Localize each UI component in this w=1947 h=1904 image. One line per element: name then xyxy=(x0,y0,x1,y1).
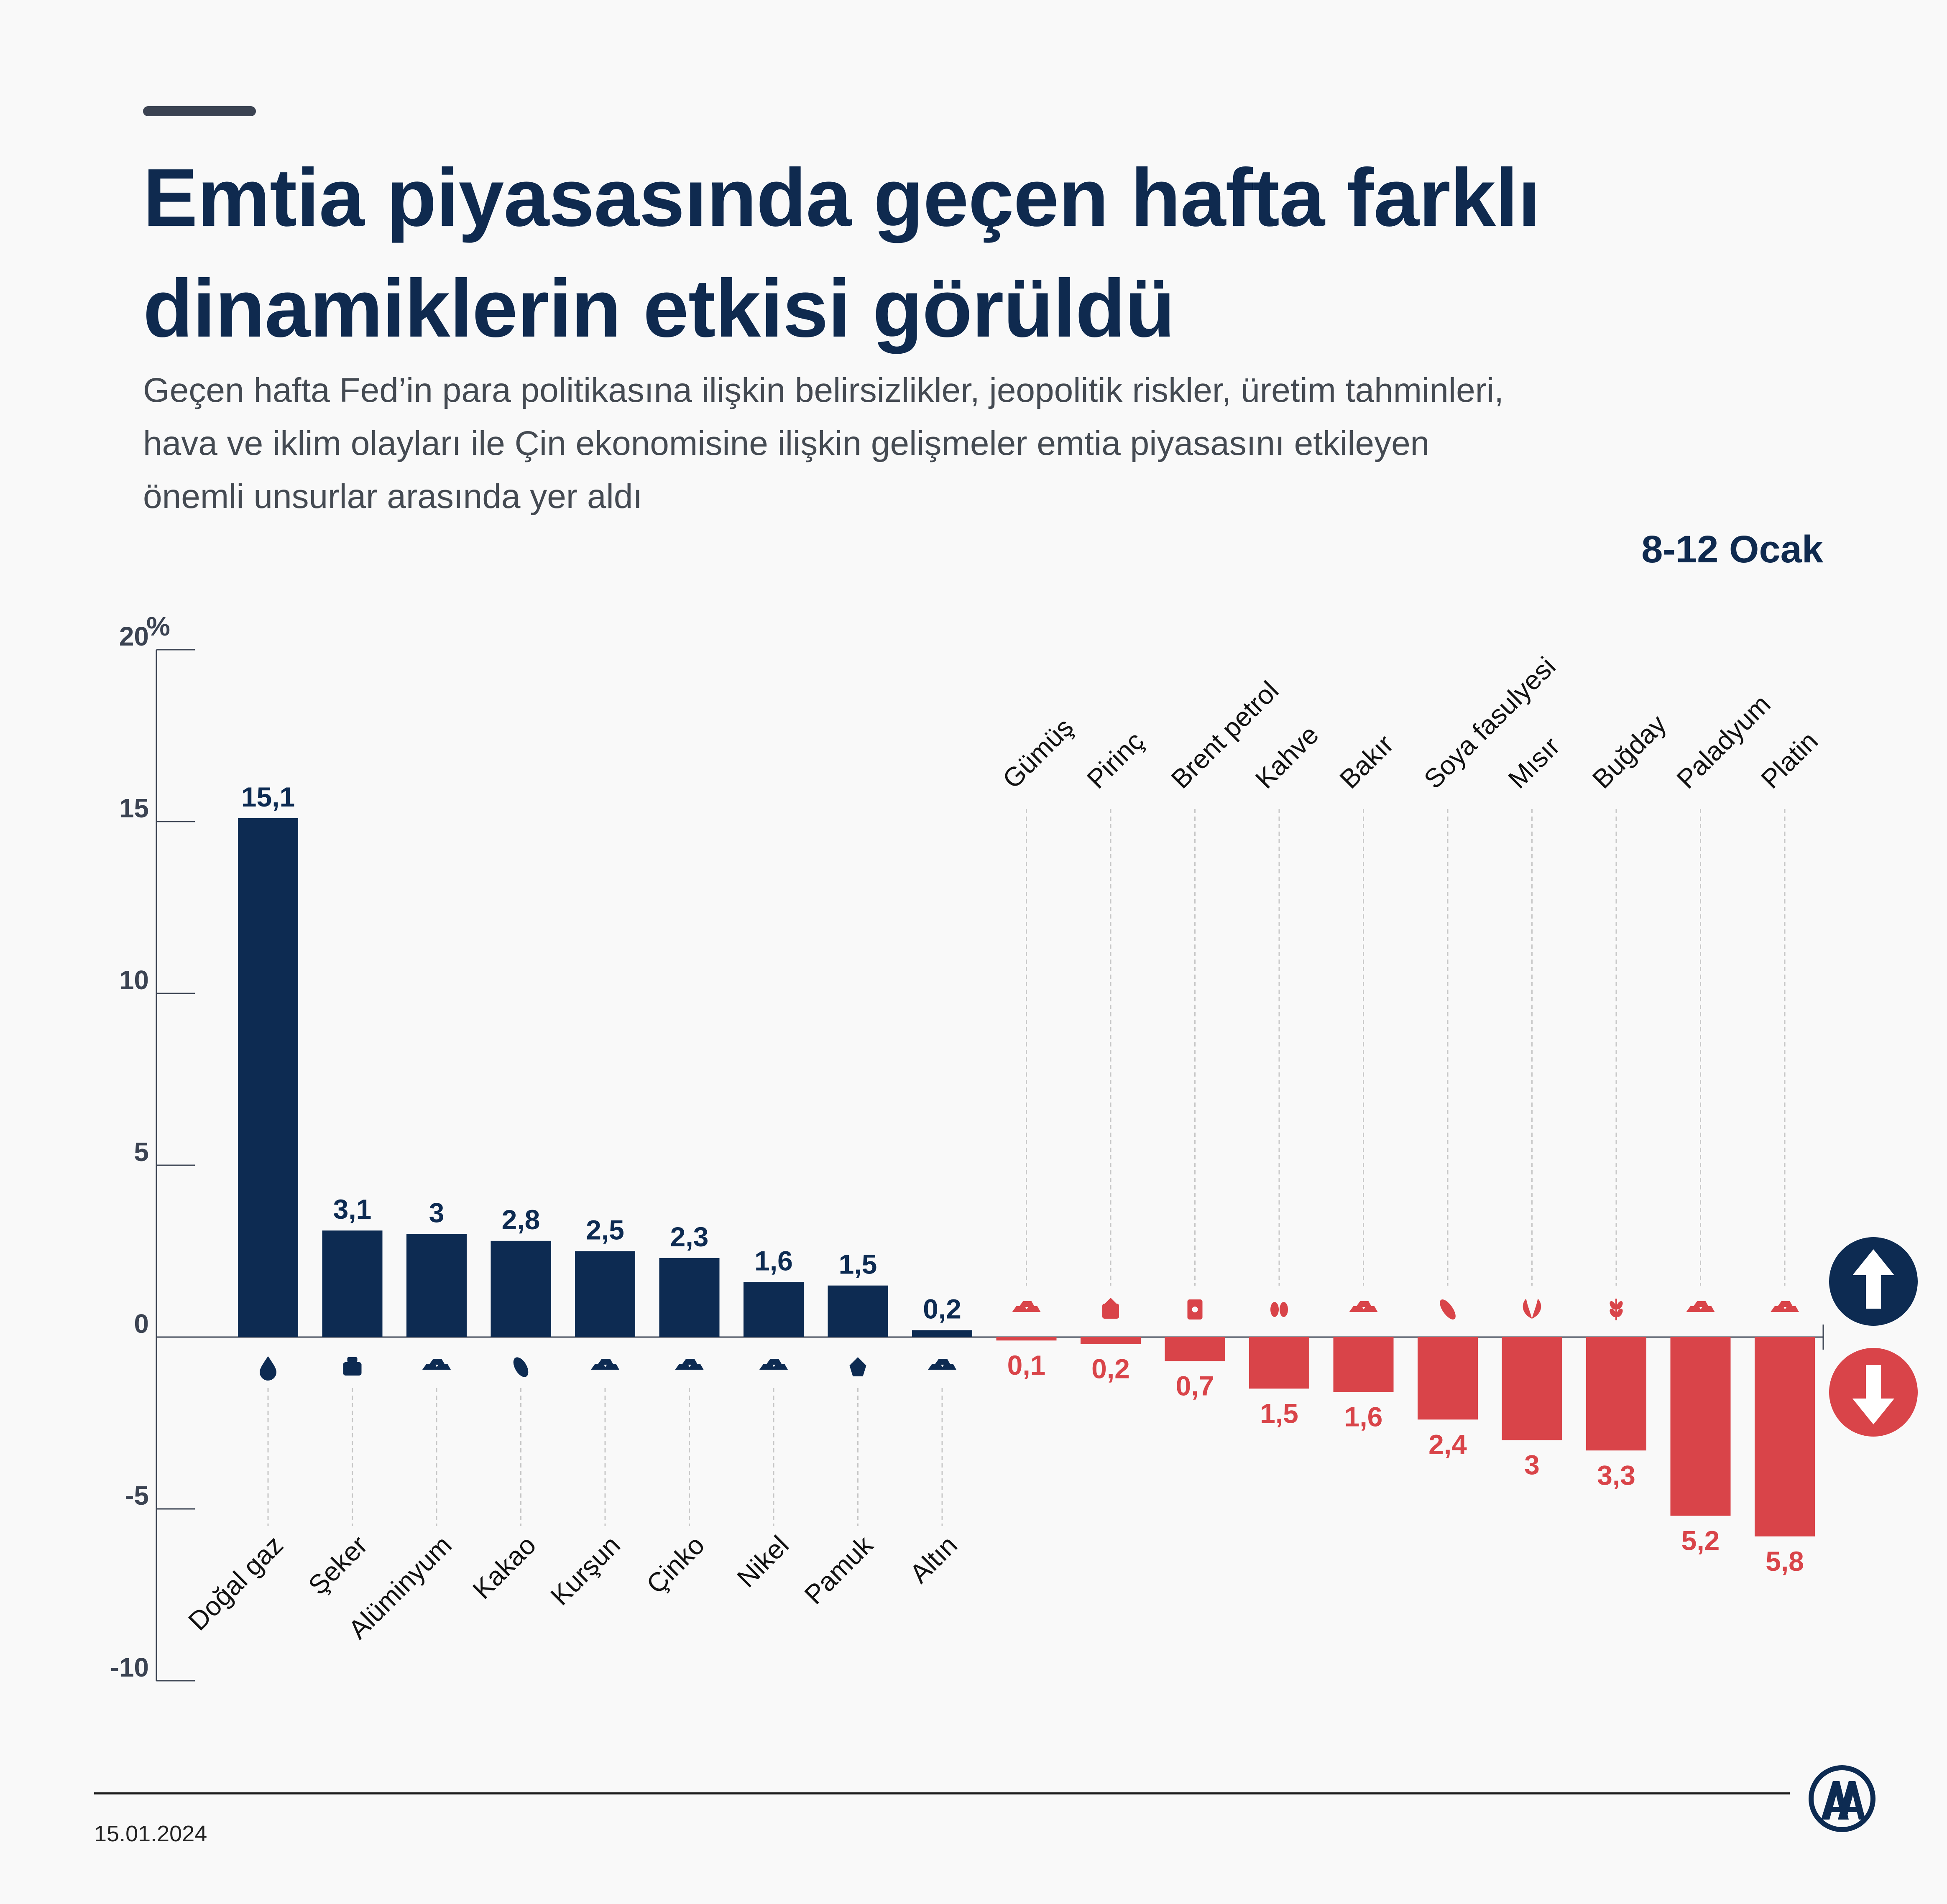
data-label: 1,5 xyxy=(1260,1398,1298,1429)
y-tick-label: 15 xyxy=(119,793,149,823)
y-tick-label: 10 xyxy=(119,965,149,995)
down-arrow-icon xyxy=(1829,1348,1918,1437)
cocoa-icon xyxy=(513,1357,529,1377)
category-label: Nikel xyxy=(731,1530,794,1593)
page-subtitle: Geçen hafta Fed’in para politikasına ili… xyxy=(143,371,1504,516)
category-label: Pamuk xyxy=(799,1529,879,1610)
soybean-icon xyxy=(1440,1299,1456,1320)
bar xyxy=(575,1251,635,1337)
category-label: Kahve xyxy=(1249,720,1324,794)
data-label: 0,1 xyxy=(1007,1350,1046,1381)
bar xyxy=(491,1240,551,1337)
bar xyxy=(1081,1337,1141,1344)
bar xyxy=(406,1234,467,1337)
y-tick-label: 5 xyxy=(134,1137,149,1167)
bar xyxy=(912,1330,972,1337)
drop-icon xyxy=(260,1356,276,1381)
category-label: Şeker xyxy=(302,1530,373,1600)
data-label: 3,1 xyxy=(333,1194,372,1225)
data-label: 1,6 xyxy=(754,1245,793,1276)
page-title: Emtia piyasasında geçen hafta farklı din… xyxy=(143,152,1541,354)
category-label: Pirinç xyxy=(1081,726,1150,794)
category-label: Çinko xyxy=(641,1530,710,1600)
up-arrow-icon xyxy=(1829,1237,1918,1326)
bar xyxy=(238,818,298,1337)
data-label: 1,6 xyxy=(1344,1401,1383,1432)
bar xyxy=(1333,1337,1394,1392)
y-tick-label: 20 xyxy=(119,621,149,651)
bar xyxy=(659,1258,720,1337)
category-label: Doğal gaz xyxy=(182,1530,289,1636)
ingot-icon xyxy=(675,1359,704,1370)
bar xyxy=(1165,1337,1225,1361)
bar xyxy=(1418,1337,1478,1420)
category-label: Kurşun xyxy=(545,1530,626,1611)
bar xyxy=(1502,1337,1562,1440)
ingot-icon xyxy=(1771,1301,1799,1312)
category-label: Bakır xyxy=(1334,729,1399,794)
y-tick-label: -10 xyxy=(110,1652,149,1682)
ingot-icon xyxy=(759,1359,788,1370)
data-label: 2,4 xyxy=(1428,1429,1467,1460)
ingot-icon xyxy=(422,1359,451,1370)
category-label: Gümüş xyxy=(996,712,1079,794)
data-label: 3,3 xyxy=(1597,1460,1635,1491)
category-label: Kakao xyxy=(467,1530,542,1605)
data-label: 2,3 xyxy=(670,1221,709,1252)
data-label: 15,1 xyxy=(241,781,295,812)
data-label: 0,2 xyxy=(923,1294,961,1325)
bar xyxy=(1249,1337,1309,1389)
data-label: 2,8 xyxy=(502,1204,540,1235)
ingot-icon xyxy=(928,1359,956,1370)
data-label: 2,5 xyxy=(586,1215,624,1246)
bar xyxy=(744,1282,804,1337)
category-label: Mısır xyxy=(1502,731,1565,794)
wheat-icon xyxy=(1610,1299,1623,1320)
corn-icon xyxy=(1523,1299,1541,1319)
data-label: 0,2 xyxy=(1091,1353,1130,1384)
footer-divider xyxy=(94,1792,1790,1794)
bar xyxy=(1755,1337,1815,1536)
data-label: 0,7 xyxy=(1176,1371,1214,1401)
y-tick-label: 0 xyxy=(134,1309,149,1339)
data-label: 5,2 xyxy=(1681,1525,1720,1556)
footer-date: 15.01.2024 xyxy=(94,1821,207,1846)
date-range: 8-12 Ocak xyxy=(1641,528,1823,571)
data-label: 3 xyxy=(1524,1450,1540,1480)
aa-logo xyxy=(1809,1765,1875,1832)
cotton-icon xyxy=(849,1357,866,1376)
oil-barrel-icon xyxy=(1187,1299,1203,1320)
ingot-icon xyxy=(1012,1301,1041,1312)
y-tick-label: -5 xyxy=(125,1480,149,1511)
ingot-icon xyxy=(591,1359,619,1370)
data-label: 5,8 xyxy=(1766,1546,1804,1577)
y-axis-label: % xyxy=(146,611,170,641)
sack-icon xyxy=(343,1357,362,1376)
data-label: 1,5 xyxy=(839,1249,877,1280)
bar xyxy=(1586,1337,1646,1451)
data-label: 3 xyxy=(429,1197,445,1228)
category-label: Platin xyxy=(1755,726,1824,794)
ingot-icon xyxy=(1349,1301,1378,1312)
category-label: Buğday xyxy=(1587,709,1672,794)
bar xyxy=(828,1285,888,1337)
rice-bag-icon xyxy=(1102,1298,1119,1319)
accent-bar xyxy=(143,106,256,116)
bar xyxy=(322,1230,383,1337)
ingot-icon xyxy=(1686,1301,1715,1312)
bar xyxy=(1670,1337,1731,1516)
category-label: Altın xyxy=(904,1530,963,1589)
coffee-bean-icon xyxy=(1270,1302,1288,1317)
bar xyxy=(996,1337,1057,1341)
